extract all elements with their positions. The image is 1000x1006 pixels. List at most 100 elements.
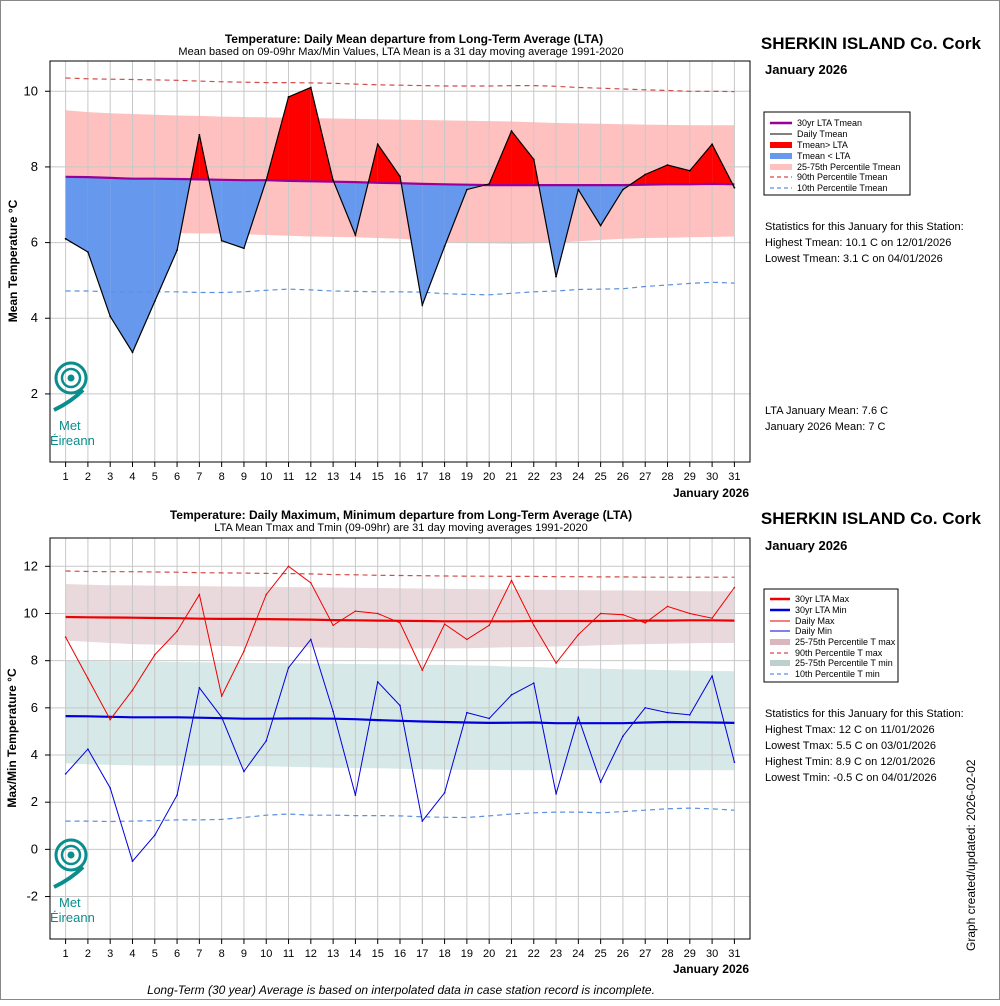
chart2-point-daily-min [466, 711, 468, 714]
chart2-point-daily-max [689, 612, 691, 615]
chart2-point-daily-max [711, 617, 713, 619]
logo-text-met: Met [59, 418, 81, 433]
chart1-point-daily-tmean [376, 143, 379, 146]
chart1-series-p10 [65, 281, 735, 296]
chart2-point-daily-max [310, 582, 312, 584]
chart2-frame [49, 537, 751, 940]
chart2-point-daily-min [176, 794, 178, 796]
chart1-series-lta-tmean [65, 175, 735, 187]
chart2-stat-highest-tmin: Highest Tmin: 8.9 C on 12/01/2026 [765, 756, 935, 768]
legend-item-p10: 10th Percentile Tmean [797, 183, 887, 193]
chart2-point-daily-min [689, 714, 691, 716]
chart2-point-daily-max [577, 633, 580, 636]
chart1-ytick-label: 8 [31, 159, 38, 174]
chart2-point-daily-min [310, 638, 312, 641]
chart2-point-daily-max [733, 586, 736, 589]
chart2-point-daily-min [220, 716, 223, 719]
chart1-stat-lowest: Lowest Tmean: 3.1 C on 04/01/2026 [765, 253, 943, 265]
chart2-xtick-label: 9 [241, 948, 247, 960]
chart2-stat-highest-tmax: Highest Tmax: 12 C on 11/01/2026 [765, 724, 935, 736]
chart2-point-daily-max [354, 610, 357, 612]
chart2-ytick-label: 2 [31, 794, 38, 809]
chart2-xtick-label: 12 [305, 948, 317, 960]
chart2-xtick-label: 19 [461, 948, 473, 960]
chart2-xtick-label: 25 [595, 948, 607, 960]
chart2-xtick-label: 29 [684, 948, 696, 960]
chart1-x-axis-month: January 2026 [673, 486, 749, 500]
chart1-above-fill [377, 144, 400, 184]
chart1-point-daily-tmean [510, 130, 513, 132]
met-eireann-logo: Met Éireann [50, 361, 95, 448]
chart2-xtick-label: 10 [260, 948, 272, 960]
chart2-point-daily-min [376, 681, 379, 683]
chart1-stats-heading: Statistics for this January for this Sta… [765, 221, 964, 233]
chart1-point-daily-tmean [465, 188, 468, 191]
chart1-month-mean: January 2026 Mean: 7 C [765, 421, 886, 433]
chart1-point-daily-tmean [644, 173, 647, 176]
chart1-lta-mean: LTA January Mean: 7.6 C [765, 405, 888, 417]
legend-item-daily-max: Daily Max [795, 616, 835, 626]
chart2-xtick-label: 15 [372, 948, 384, 960]
chart1-above-fill [689, 144, 713, 185]
chart1-xtick-label: 12 [305, 471, 317, 483]
chart1-y-axis-label: Mean Temperature °C [6, 199, 20, 322]
legend-item-below: Tmean < LTA [797, 151, 850, 161]
graph-updated-date: Graph created/updated: 2026-02-02 [964, 759, 978, 951]
chart2-xtick-label: 23 [550, 948, 562, 960]
chart2-point-daily-max [243, 650, 245, 653]
chart2-stat-lowest-tmax: Lowest Tmax: 5.5 C on 03/01/2026 [765, 740, 936, 752]
chart1-point-daily-tmean [86, 251, 89, 253]
chart2-y-axis-label: Max/Min Temperature °C [5, 668, 19, 808]
chart2-point-daily-max [109, 718, 111, 721]
chart2-point-daily-max [599, 612, 602, 615]
chart1-month-label: January 2026 [765, 62, 847, 77]
chart2-point-daily-min [443, 791, 446, 794]
chart2-point-daily-max [131, 689, 134, 691]
chart2-plot-area: 1 2 3 4 5 6 7 8 9 10 11 12 13 14 15 16 17 18 19 20 21 22 23 24 2… [24, 538, 750, 960]
chart2-point-daily-min [711, 675, 713, 677]
chart1-point-daily-tmean [153, 300, 156, 303]
chart1-xtick-label: 22 [528, 471, 540, 483]
chart1-xtick-label: 16 [394, 471, 406, 483]
chart2-xtick-label: 5 [152, 948, 158, 960]
chart2-point-daily-min [577, 716, 580, 719]
chart1-point-daily-tmean [421, 304, 424, 306]
chart1-ytick-label: 2 [31, 386, 38, 401]
legend-item-above: Tmean> LTA [797, 140, 848, 150]
chart2-point-daily-max [622, 613, 624, 616]
chart1-below-fill [110, 177, 133, 353]
chart2-xtick-label: 16 [394, 948, 406, 960]
chart1-point-daily-tmean [176, 249, 178, 252]
legend-item-lta-min: 30yr LTA Min [795, 605, 847, 615]
chart2-xtick-label: 22 [528, 948, 540, 960]
chart2-stats-heading: Statistics for this January for this Sta… [765, 708, 964, 720]
chart1-subtitle: Mean based on 09-09hr Max/Min Values, LT… [178, 46, 623, 58]
chart1-xtick-label: 3 [107, 471, 113, 483]
chart1-xtick-label: 9 [241, 471, 247, 483]
chart2-point-daily-min [287, 666, 290, 669]
chart2-series-lta-max [65, 615, 735, 623]
chart1-frame [49, 60, 751, 463]
chart2-xtick-label: 13 [327, 948, 339, 960]
chart2-point-daily-min [265, 740, 268, 742]
chart2-point-daily-max [443, 623, 446, 625]
chart2-station-name: SHERKIN ISLAND Co. Cork [761, 509, 982, 528]
chart1-xtick-label: 20 [483, 471, 495, 483]
logo-text-eireann: Éireann [50, 433, 95, 448]
chart1-point-daily-tmean [622, 188, 624, 191]
chart1-below-fill [87, 177, 111, 317]
chart2-point-daily-max [64, 636, 67, 638]
chart1-ytick-label: 10 [24, 83, 38, 98]
chart2-ytick-label: 12 [24, 558, 38, 573]
chart2-xtick-label: 8 [219, 948, 225, 960]
chart1-xtick-label: 31 [728, 471, 740, 483]
chart2-xtick-label: 21 [505, 948, 517, 960]
chart2-point-daily-max [287, 565, 290, 568]
chart1-xtick-label: 7 [196, 471, 202, 483]
chart2-xtick-label: 26 [617, 948, 629, 960]
chart2-xtick-label: 27 [639, 948, 651, 960]
chart2-point-daily-max [466, 638, 468, 641]
chart2-xtick-label: 2 [85, 948, 91, 960]
